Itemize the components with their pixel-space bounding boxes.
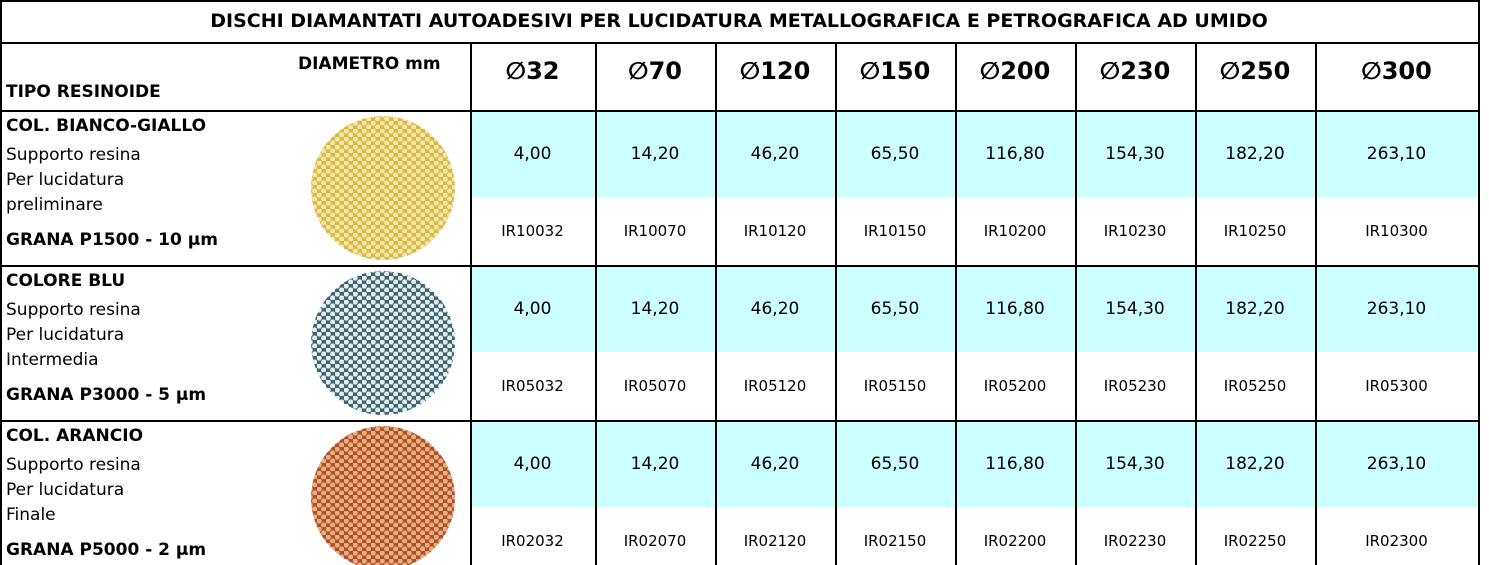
border-line xyxy=(1478,0,1480,565)
product-description: Per lucidatura xyxy=(6,325,124,345)
price: 14,20 xyxy=(595,420,715,507)
price: 154,30 xyxy=(1075,420,1195,507)
border-line xyxy=(835,42,837,565)
border-line xyxy=(595,42,597,565)
price: 4,00 xyxy=(470,420,595,507)
disc-image xyxy=(308,113,458,263)
border-line xyxy=(1075,42,1077,565)
border-line xyxy=(470,42,472,565)
product-code: IR02250 xyxy=(1195,507,1315,565)
table-title: DISCHI DIAMANTATI AUTOADESIVI PER LUCIDA… xyxy=(0,0,1478,42)
border-line xyxy=(0,420,1480,422)
price-table: DISCHI DIAMANTATI AUTOADESIVI PER LUCIDA… xyxy=(0,0,1489,565)
product-code: IR02200 xyxy=(955,507,1075,565)
border-line xyxy=(0,110,1480,112)
disc-image xyxy=(308,423,458,565)
border-line xyxy=(715,42,717,565)
price: 182,20 xyxy=(1195,110,1315,197)
product-code: IR02300 xyxy=(1315,507,1478,565)
product-code: IR05150 xyxy=(835,352,955,420)
type-label: TIPO RESINOIDE xyxy=(6,82,161,102)
product-description: Per lucidatura xyxy=(6,170,124,190)
product-code: IR02150 xyxy=(835,507,955,565)
product-description: Supporto resina xyxy=(6,300,141,320)
diameter-header: ∅300 xyxy=(1315,42,1478,100)
product-code: IR10230 xyxy=(1075,197,1195,265)
price: 4,00 xyxy=(470,110,595,197)
product-name: COLORE BLU xyxy=(6,271,125,291)
product-code: IR10300 xyxy=(1315,197,1478,265)
price: 182,20 xyxy=(1195,420,1315,507)
product-code: IR05070 xyxy=(595,352,715,420)
product-code: IR05250 xyxy=(1195,352,1315,420)
product-description: Intermedia xyxy=(6,350,99,370)
price: 154,30 xyxy=(1075,110,1195,197)
price: 65,50 xyxy=(835,420,955,507)
price: 263,10 xyxy=(1315,265,1478,352)
border-line xyxy=(0,0,2,565)
product-code: IR10032 xyxy=(470,197,595,265)
product-code: IR02032 xyxy=(470,507,595,565)
product-code: IR02120 xyxy=(715,507,835,565)
diameter-header: ∅70 xyxy=(595,42,715,100)
product-description: Supporto resina xyxy=(6,145,141,165)
grit: GRANA P3000 - 5 µm xyxy=(6,385,206,405)
grit: GRANA P1500 - 10 µm xyxy=(6,230,218,250)
border-line xyxy=(0,42,1480,44)
price: 46,20 xyxy=(715,265,835,352)
product-name: COL. ARANCIO xyxy=(6,426,143,446)
border-line xyxy=(955,42,957,565)
price: 14,20 xyxy=(595,110,715,197)
grit: GRANA P5000 - 2 µm xyxy=(6,540,206,560)
product-code: IR02230 xyxy=(1075,507,1195,565)
diameter-header: ∅230 xyxy=(1075,42,1195,100)
diameter-header: ∅200 xyxy=(955,42,1075,100)
price: 46,20 xyxy=(715,420,835,507)
disc-image xyxy=(308,268,458,418)
product-code: IR05300 xyxy=(1315,352,1478,420)
price: 116,80 xyxy=(955,420,1075,507)
border-line xyxy=(1315,42,1317,565)
price: 116,80 xyxy=(955,110,1075,197)
product-code: IR05200 xyxy=(955,352,1075,420)
product-description: Supporto resina xyxy=(6,455,141,475)
diameter-header: ∅250 xyxy=(1195,42,1315,100)
border-line xyxy=(0,0,1480,2)
product-code: IR05032 xyxy=(470,352,595,420)
product-code: IR10150 xyxy=(835,197,955,265)
diameter-header: ∅120 xyxy=(715,42,835,100)
price: 154,30 xyxy=(1075,265,1195,352)
product-code: IR10120 xyxy=(715,197,835,265)
border-line xyxy=(0,265,1480,267)
product-code: IR10070 xyxy=(595,197,715,265)
product-code: IR05120 xyxy=(715,352,835,420)
product-name: COL. BIANCO-GIALLO xyxy=(6,116,206,136)
price: 263,10 xyxy=(1315,110,1478,197)
price: 65,50 xyxy=(835,110,955,197)
product-description: Finale xyxy=(6,505,56,525)
price: 65,50 xyxy=(835,265,955,352)
price: 4,00 xyxy=(470,265,595,352)
product-code: IR10200 xyxy=(955,197,1075,265)
price: 116,80 xyxy=(955,265,1075,352)
price: 46,20 xyxy=(715,110,835,197)
price: 182,20 xyxy=(1195,265,1315,352)
diameter-header: ∅32 xyxy=(470,42,595,100)
product-description: Per lucidatura xyxy=(6,480,124,500)
product-code: IR05230 xyxy=(1075,352,1195,420)
product-code: IR02070 xyxy=(595,507,715,565)
product-description: preliminare xyxy=(6,195,103,215)
price: 14,20 xyxy=(595,265,715,352)
diameter-header: ∅150 xyxy=(835,42,955,100)
product-code: IR10250 xyxy=(1195,197,1315,265)
price: 263,10 xyxy=(1315,420,1478,507)
diameter-label: DIAMETRO mm xyxy=(298,54,441,74)
border-line xyxy=(1195,42,1197,565)
